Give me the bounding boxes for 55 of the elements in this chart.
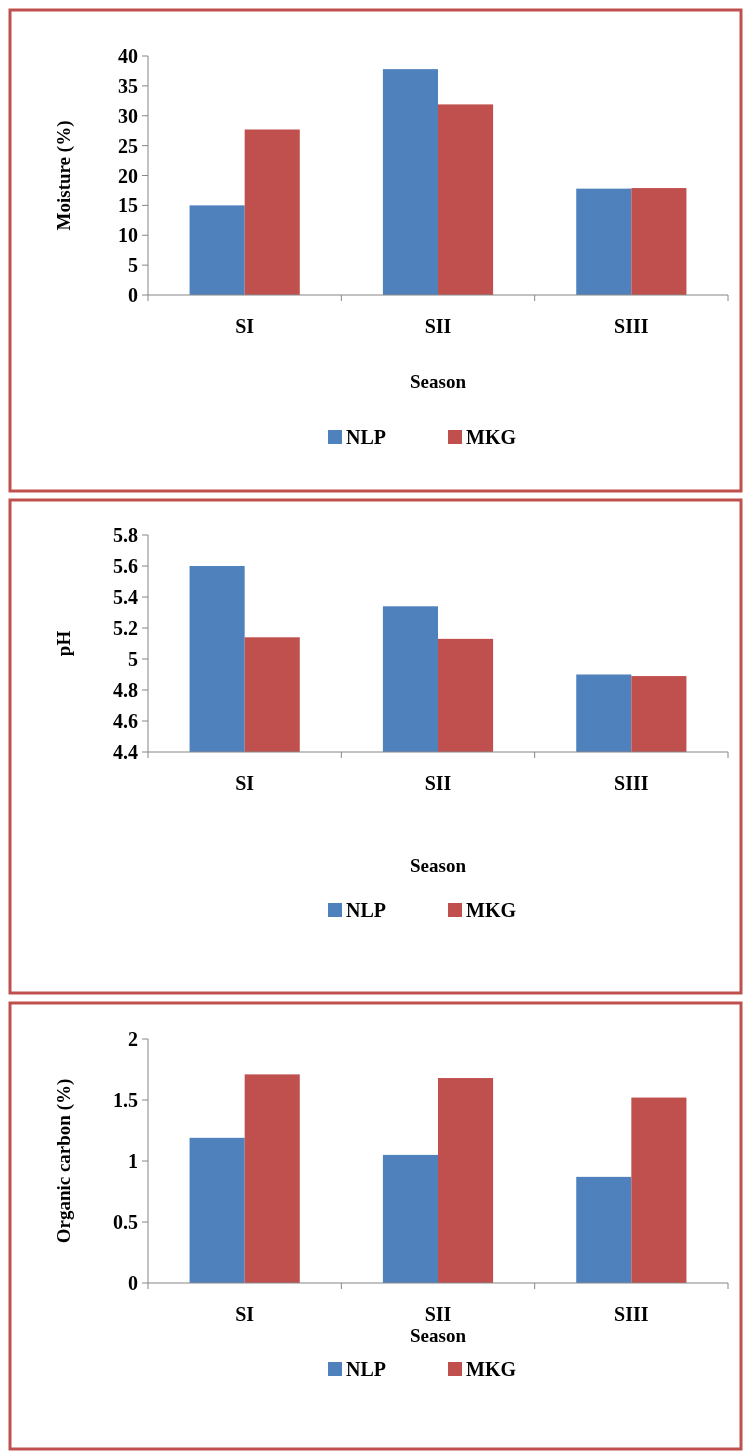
x-tick-label: SI (235, 772, 255, 794)
x-tick-label: SII (424, 315, 452, 337)
bar (189, 1137, 245, 1283)
y-axis-title: pH (53, 630, 74, 657)
x-tick-label: SIII (614, 772, 649, 794)
legend-label: NLP (346, 1358, 386, 1380)
x-tick-label: SIII (614, 315, 649, 337)
x-tick-label: SII (424, 1303, 452, 1325)
x-tick-label: SII (424, 772, 452, 794)
bar (631, 1097, 687, 1283)
y-axis-title: Moisture (%) (53, 120, 75, 231)
y-tick-label: 2 (128, 1028, 138, 1050)
bar (576, 188, 632, 295)
y-tick-label: 5 (128, 254, 138, 277)
x-axis-title: Season (410, 371, 467, 392)
bar (189, 205, 245, 295)
x-axis-title: Season (410, 1325, 467, 1346)
y-tick-label: 4.4 (113, 741, 138, 763)
y-axis-title: Organic carbon (%) (53, 1078, 75, 1244)
x-tick-label: SI (235, 315, 255, 337)
bar (438, 1078, 494, 1283)
bar (631, 188, 687, 295)
y-tick-label: 1 (128, 1150, 138, 1172)
bar (382, 1154, 438, 1283)
bar (244, 1074, 300, 1283)
y-tick-label: 5.8 (113, 524, 138, 546)
y-tick-label: 35 (118, 74, 138, 97)
y-tick-label: 10 (118, 224, 138, 247)
y-tick-label: 0.5 (113, 1211, 138, 1233)
y-tick-label: 5 (128, 648, 138, 670)
y-tick-label: 40 (118, 45, 138, 67)
bar (576, 1176, 632, 1283)
bar (382, 69, 438, 295)
legend-label: NLP (346, 899, 386, 921)
y-tick-label: 0 (128, 1272, 138, 1294)
y-tick-label: 30 (118, 104, 138, 127)
legend-label: NLP (346, 426, 386, 448)
y-tick-label: 0 (128, 284, 138, 306)
y-tick-label: 4.8 (113, 679, 138, 701)
legend-label: MKG (466, 899, 517, 921)
legend-label: MKG (466, 426, 517, 448)
y-tick-label: 1.5 (113, 1089, 138, 1111)
x-tick-label: SI (235, 1303, 255, 1325)
legend-label: MKG (466, 1358, 517, 1380)
y-tick-label: 5.2 (113, 617, 138, 639)
bar (244, 129, 300, 295)
y-tick-label: 15 (118, 194, 138, 217)
y-tick-label: 25 (118, 134, 138, 157)
x-tick-label: SIII (614, 1303, 649, 1325)
x-axis-title: Season (410, 855, 467, 876)
y-tick-label: 5.6 (113, 555, 138, 577)
y-tick-label: 20 (118, 164, 138, 187)
y-tick-label: 5.4 (113, 586, 138, 608)
y-tick-label: 4.6 (113, 710, 138, 732)
bar (438, 104, 494, 295)
